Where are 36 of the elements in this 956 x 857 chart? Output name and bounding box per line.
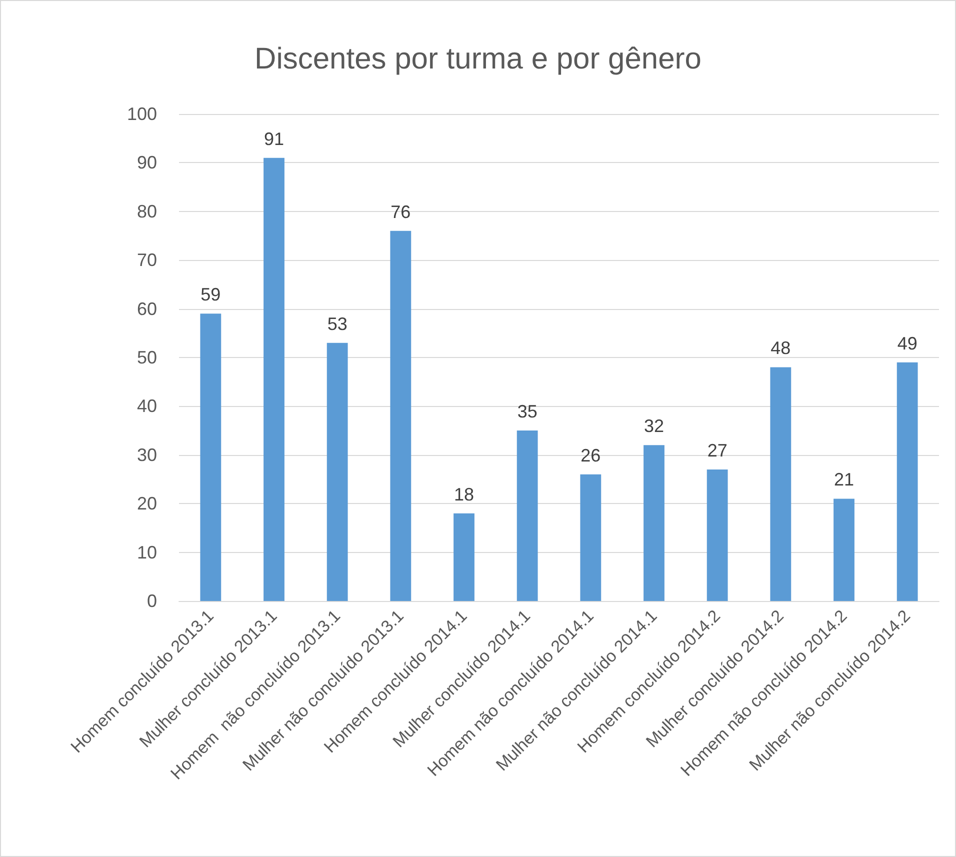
data-label: 27	[707, 440, 728, 461]
data-label: 53	[327, 314, 348, 334]
data-label: 48	[770, 338, 791, 358]
y-tick-label: 20	[136, 494, 157, 514]
y-tick-label: 30	[136, 444, 157, 465]
data-label: 59	[200, 284, 221, 305]
data-label: 18	[454, 484, 474, 504]
y-tick-label: 40	[136, 396, 157, 416]
y-tick-label: 50	[136, 348, 157, 368]
data-label: 91	[264, 128, 284, 149]
bar	[200, 314, 222, 601]
y-tick-label: 80	[136, 201, 157, 222]
chart-title: Discentes por turma e por gênero	[254, 42, 702, 76]
bar	[390, 230, 412, 601]
bar	[326, 342, 348, 601]
data-label: 21	[834, 470, 854, 490]
y-tick-label: 0	[146, 591, 157, 611]
bar	[834, 498, 854, 601]
bar	[706, 470, 728, 601]
y-tick-label: 10	[136, 542, 157, 562]
bar	[516, 430, 538, 601]
bar	[644, 445, 664, 601]
data-label: 26	[580, 445, 601, 466]
data-label: 76	[390, 202, 411, 222]
data-label: 32	[644, 416, 664, 436]
bar	[770, 367, 792, 601]
bar	[454, 513, 474, 601]
y-tick-label: 70	[136, 250, 157, 270]
bar	[896, 362, 918, 601]
y-tick-label: 60	[136, 298, 157, 319]
bar	[580, 474, 602, 601]
data-label: 49	[897, 333, 918, 354]
y-tick-label: 100	[126, 104, 157, 124]
y-tick-label: 90	[136, 152, 157, 173]
data-label: 35	[517, 402, 538, 422]
bar	[264, 158, 284, 601]
